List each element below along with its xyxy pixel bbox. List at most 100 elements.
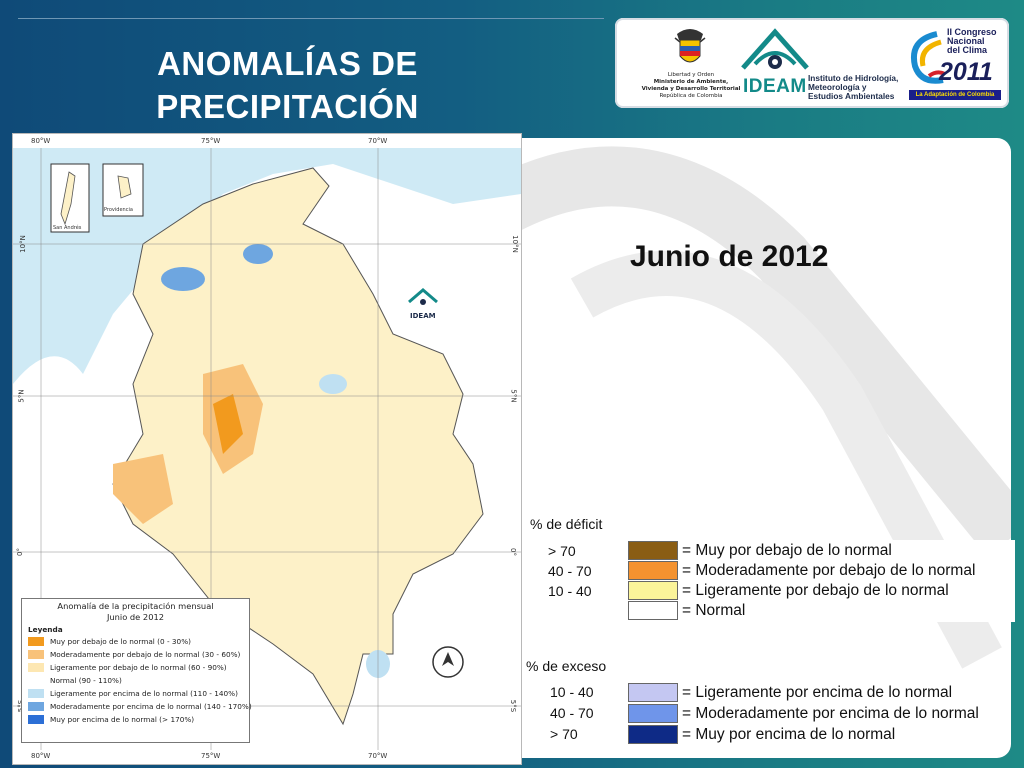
page-title: ANOMALÍAS DE PRECIPITACIÓN [150, 42, 425, 128]
scale-label: = Muy por encima de lo normal [682, 726, 896, 743]
exceso-row: = Moderadamente por encima de lo normal [626, 704, 1015, 723]
deficit-row: = Moderadamente por debajo de lo normal [626, 561, 1015, 580]
scale-swatch [628, 561, 678, 580]
map-legend-item: Ligeramente por debajo de lo normal (60 … [28, 663, 248, 674]
deficit-range: 40 - 70 [548, 563, 592, 579]
map-legend-item: Muy por debajo de lo normal (0 - 30%) [28, 637, 248, 648]
map-legend-item: Muy por encima de lo normal (> 170%) [28, 715, 248, 726]
ideam-name: IDEAM [743, 76, 807, 97]
colombia-map-svg [13, 148, 521, 750]
map-legend-item: Ligeramente por encima de lo normal (110… [28, 689, 248, 700]
ministry-logo: Libertad y Orden Ministerio de Ambiente,… [641, 24, 741, 106]
ideam-line3: Estudios Ambientales [808, 91, 895, 101]
deficit-row: = Ligeramente por debajo de lo normal [626, 581, 1015, 600]
header-divider [18, 18, 604, 19]
ministry-line2: Ministerio de Ambiente, [653, 79, 729, 85]
watermark-logo-icon [466, 146, 1011, 669]
legend-swatch [28, 715, 44, 724]
scale-label: = Normal [682, 602, 746, 619]
map-legend: Anomalía de la precipitación mensual Jun… [21, 598, 252, 743]
ideam-line1: Instituto de Hidrología, [808, 73, 899, 83]
congreso-line2: Nacional [947, 36, 985, 46]
scale-label: = Moderadamente por encima de lo normal [682, 705, 979, 722]
map-legend-item: Moderadamente por debajo de lo normal (3… [28, 650, 248, 661]
congreso-year: 2011 [939, 58, 993, 86]
map-legend-item: Moderadamente por encima de lo normal (1… [28, 702, 252, 713]
deficit-scale: = Muy por debajo de lo normal = Moderada… [626, 540, 1015, 622]
congreso-line1: II Congreso [947, 27, 997, 37]
right-coord-5n: 5°N [509, 389, 518, 403]
scale-label: = Ligeramente por encima de lo normal [682, 684, 953, 701]
exceso-row: = Ligeramente por encima de lo normal [626, 683, 1015, 702]
top-coord-80w: 80°W [31, 137, 51, 145]
ideam-watermark-icon [408, 288, 438, 305]
legend-label: Ligeramente por debajo de lo normal (60 … [50, 663, 227, 672]
ministry-line4: República de Colombia [659, 93, 723, 99]
map-legend-item: Normal (90 - 110%) [28, 676, 248, 687]
map-legend-heading: Leyenda [28, 625, 63, 634]
scale-label: = Ligeramente por debajo de lo normal [682, 582, 949, 599]
congreso-line3: del Clima [947, 45, 988, 55]
exceso-heading: % de exceso [526, 658, 607, 674]
map-legend-subtitle: Junio de 2012 [106, 612, 165, 622]
coat-of-arms-icon [674, 29, 706, 63]
page-title-line2: PRECIPITACIÓN [156, 88, 419, 125]
exceso-range: 10 - 40 [550, 684, 594, 700]
scale-label: = Moderadamente por debajo de lo normal [682, 562, 976, 579]
bottom-coord-75w: 75°W [201, 752, 221, 760]
precipitation-map: 80°W 75°W 70°W 80°W 75°W 70°W 10°N 5°N 0… [12, 133, 522, 765]
inset-label-providencia: Providencia [104, 207, 133, 213]
congreso-text: II Congreso Nacional del Clima [947, 28, 997, 55]
exceso-range: > 70 [550, 726, 578, 742]
right-coord-10n: 10°N [510, 235, 519, 253]
legend-label: Moderadamente por encima de lo normal (1… [50, 702, 252, 711]
exceso-scale: = Ligeramente por encima de lo normal = … [626, 682, 1015, 746]
legend-swatch [28, 676, 44, 685]
exceso-row: = Muy por encima de lo normal [626, 725, 1015, 744]
deficit-range: > 70 [548, 543, 576, 559]
scale-swatch [628, 541, 678, 560]
ministry-line3: Vivienda y Desarrollo Territorial [641, 86, 741, 92]
scale-swatch [628, 601, 678, 620]
scale-label: = Muy por debajo de lo normal [682, 542, 892, 559]
legend-label: Moderadamente por debajo de lo normal (3… [50, 650, 241, 659]
ideam-eye-icon [741, 28, 809, 70]
scale-swatch [628, 704, 678, 723]
left-coord-10n: 10°N [18, 235, 27, 253]
ideam-logo: IDEAM Instituto de Hidrología, Meteorolo… [735, 22, 905, 106]
bottom-coord-80w: 80°W [31, 752, 51, 760]
ideam-line2: Meteorología y [808, 82, 867, 92]
page-title-line1: ANOMALÍAS DE [157, 45, 418, 82]
right-coord-5s: 5°S [509, 699, 518, 713]
legend-swatch [28, 702, 44, 711]
left-coord-0: 0° [15, 548, 24, 556]
legend-swatch [28, 689, 44, 698]
logo-bar: Libertad y Orden Ministerio de Ambiente,… [615, 18, 1009, 108]
ideam-map-watermark-label: IDEAM [410, 312, 436, 320]
month-subtitle: Junio de 2012 [630, 240, 829, 273]
legend-swatch [28, 663, 44, 672]
legend-label: Normal (90 - 110%) [50, 676, 122, 685]
legend-swatch [28, 650, 44, 659]
legend-label: Muy por debajo de lo normal (0 - 30%) [50, 637, 191, 646]
bottom-coord-70w: 70°W [368, 752, 388, 760]
deficit-range: 10 - 40 [548, 583, 592, 599]
scale-swatch [628, 725, 678, 744]
congreso-swoosh-icon [911, 31, 946, 84]
left-coord-5n: 5°N [17, 389, 26, 403]
right-coord-0: 0° [508, 548, 517, 556]
top-coord-70w: 70°W [368, 137, 388, 145]
legend-swatch [28, 637, 44, 646]
congreso-logo: II Congreso Nacional del Clima 2011 La A… [905, 26, 1005, 104]
deficit-heading: % de déficit [530, 516, 603, 532]
deficit-row: = Muy por debajo de lo normal [626, 541, 1015, 560]
deficit-row: = Normal [626, 601, 1015, 620]
map-legend-title: Anomalía de la precipitación mensual [57, 601, 214, 611]
exceso-range: 40 - 70 [550, 705, 594, 721]
top-coord-75w: 75°W [201, 137, 221, 145]
ideam-institute: Instituto de Hidrología, Meteorología y … [808, 74, 908, 101]
scale-swatch [628, 683, 678, 702]
scale-swatch [628, 581, 678, 600]
legend-label: Ligeramente por encima de lo normal (110… [50, 689, 238, 698]
legend-label: Muy por encima de lo normal (> 170%) [50, 715, 195, 724]
